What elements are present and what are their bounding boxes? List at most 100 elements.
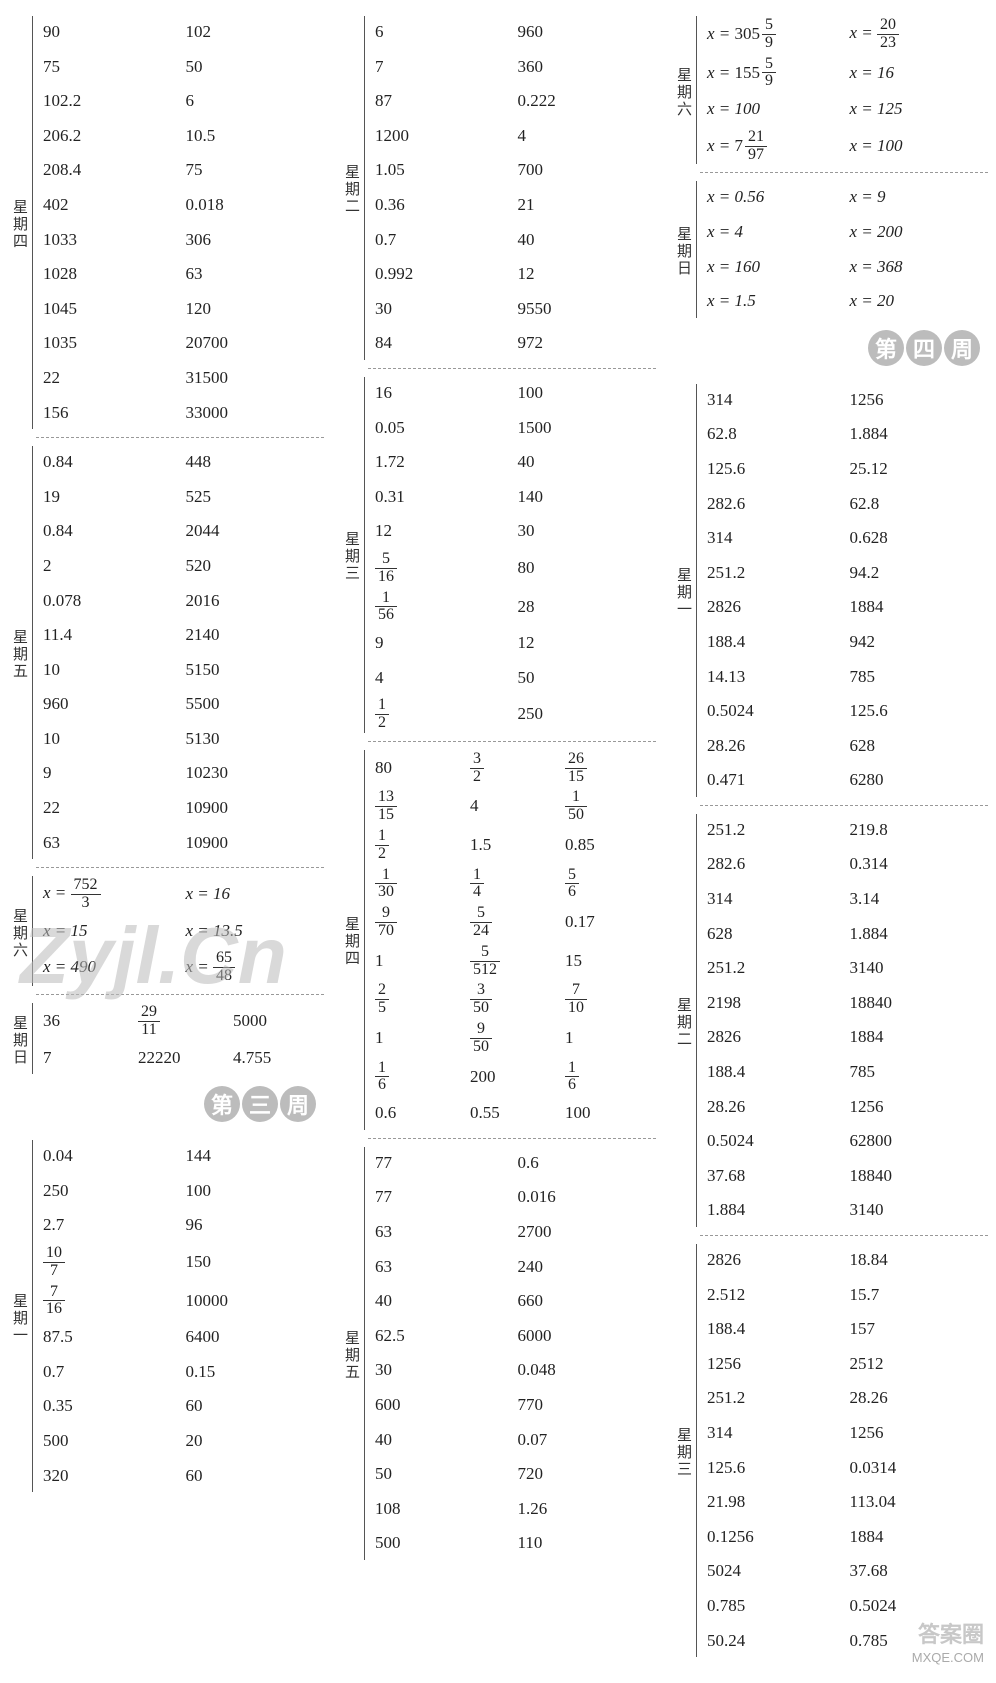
answer-cell: 6 <box>182 85 325 118</box>
answer-cell: 140 <box>514 481 657 514</box>
answer-grid: 314125662.81.884125.625.12282.662.83140.… <box>703 384 988 797</box>
answer-cell: x = 160 <box>703 251 846 284</box>
answer-cell: 0.7 <box>39 1356 182 1389</box>
day-block: 星期六x = 7523x = 16 x = 15 x = 13.5 x = 49… <box>8 876 324 986</box>
answer-cell: 37.68 <box>703 1160 846 1193</box>
answer-cell: 960 <box>514 16 657 49</box>
answer-cell: 5000 <box>229 1005 324 1038</box>
answer-cell: x = 30559 <box>703 16 846 53</box>
day-block: 星期四901027550102.26206.210.5208.4754020.0… <box>8 16 324 429</box>
answer-cell: 12 <box>371 827 466 864</box>
answer-cell: 960 <box>39 688 182 721</box>
answer-cell: 75 <box>182 154 325 187</box>
week-3-header: 第 三 周 <box>8 1084 324 1134</box>
answer-cell: 2140 <box>182 619 325 652</box>
answer-cell: 314 <box>703 384 846 417</box>
answer-cell: 0.314 <box>846 848 989 881</box>
day-separator <box>696 1244 697 1657</box>
divider <box>368 1138 656 1139</box>
answer-grid: 901027550102.26206.210.5208.4754020.0181… <box>39 16 324 429</box>
answer-cell: 20 <box>182 1425 325 1458</box>
answer-cell: 63 <box>371 1216 514 1249</box>
day-block: 星期日36291150007222204.755 <box>8 1003 324 1074</box>
answer-cell: 0.84 <box>39 446 182 479</box>
answer-cell: 1 <box>371 1022 466 1055</box>
answer-cell: 10.5 <box>182 120 325 153</box>
answer-cell: x = 490 <box>39 951 182 984</box>
answer-cell: 10 <box>39 723 182 756</box>
divider <box>36 437 324 438</box>
answer-cell: 0.31 <box>371 481 514 514</box>
day-separator <box>32 446 33 859</box>
day-separator <box>696 16 697 164</box>
answer-cell: 156 <box>371 589 514 626</box>
answer-cell: 0.992 <box>371 258 514 291</box>
answer-cell: 306 <box>182 224 325 257</box>
answer-cell: 25 <box>371 981 466 1018</box>
answer-cell: 75 <box>39 51 182 84</box>
answer-grid: 251.2219.8282.60.3143143.146281.884251.2… <box>703 814 988 1227</box>
answer-cell: 156 <box>39 397 182 430</box>
answer-cell: 0.0314 <box>846 1452 989 1485</box>
answer-cell: 36 <box>39 1005 134 1038</box>
answer-cell: 1.5 <box>466 829 561 862</box>
answer-cell: 150 <box>561 788 656 825</box>
answer-cell: 157 <box>846 1313 989 1346</box>
answer-cell: x = 2023 <box>846 16 989 53</box>
answer-cell: 110 <box>514 1527 657 1560</box>
answer-cell: 63 <box>39 827 182 860</box>
answer-cell: 0.016 <box>514 1181 657 1214</box>
answer-cell: 7 <box>371 51 514 84</box>
day-separator <box>32 1140 33 1492</box>
divider <box>368 741 656 742</box>
answer-cell: 251.2 <box>703 814 846 847</box>
column-1: 星期四901027550102.26206.210.5208.4754020.0… <box>0 10 332 1663</box>
answer-cell: 0.85 <box>561 829 656 862</box>
week-circle: 第 <box>868 330 904 366</box>
answer-cell: 6000 <box>514 1320 657 1353</box>
day-separator <box>32 1003 33 1074</box>
answer-cell: 10230 <box>182 757 325 790</box>
answer-cell: 50 <box>371 1458 514 1491</box>
answer-cell: 50 <box>182 51 325 84</box>
answer-cell: x = 1.5 <box>703 285 846 318</box>
answer-cell: 5024 <box>703 1555 846 1588</box>
answer-cell: 62.5 <box>371 1320 514 1353</box>
answer-cell: 188.4 <box>703 1313 846 1346</box>
day-separator <box>364 16 365 360</box>
answer-cell: 0.471 <box>703 764 846 797</box>
answer-cell: 10900 <box>182 792 325 825</box>
day-separator <box>364 750 365 1130</box>
answer-cell: 240 <box>514 1251 657 1284</box>
answer-cell: 448 <box>182 446 325 479</box>
answer-cell: 94.2 <box>846 557 989 590</box>
answer-grid: 8032261513154150121.50.8513014569705240.… <box>371 750 656 1130</box>
answer-cell: 282.6 <box>703 488 846 521</box>
answer-cell: x = 7523 <box>39 876 182 913</box>
week-circle: 三 <box>242 1086 278 1122</box>
answer-cell: 1500 <box>514 412 657 445</box>
day-separator <box>696 384 697 797</box>
divider <box>368 368 656 369</box>
answer-cell: 250 <box>39 1175 182 1208</box>
answer-cell: 63 <box>371 1251 514 1284</box>
answer-grid: 161000.0515001.72400.3114012305168015628… <box>371 377 656 733</box>
answer-cell: 1256 <box>846 384 989 417</box>
answer-grid: x = 0.56 x = 9 x = 4 x = 200 x = 160 x =… <box>703 181 988 317</box>
page: Zyjl.Cn 答案圈 MXQE.COM 星期四901027550102.262… <box>0 0 996 1683</box>
day-separator <box>364 1147 365 1560</box>
day-block: 星期日x = 0.56 x = 9 x = 4 x = 200 x = 160 … <box>672 181 988 317</box>
answer-cell: 22220 <box>134 1042 229 1075</box>
answer-grid: 0.041442501002.7961071507161000087.56400… <box>39 1140 324 1492</box>
answer-cell: 950 <box>466 1020 561 1057</box>
day-label: 星期一 <box>672 384 694 797</box>
answer-cell: 56 <box>561 866 656 903</box>
answer-cell: 63 <box>182 258 325 291</box>
answer-cell: 402 <box>39 189 182 222</box>
divider <box>700 1235 988 1236</box>
day-label: 星期三 <box>340 377 362 733</box>
answer-cell: 32 <box>466 750 561 787</box>
answer-cell: 25.12 <box>846 453 989 486</box>
answer-cell: 785 <box>846 661 989 694</box>
answer-cell: 16 <box>371 377 514 410</box>
